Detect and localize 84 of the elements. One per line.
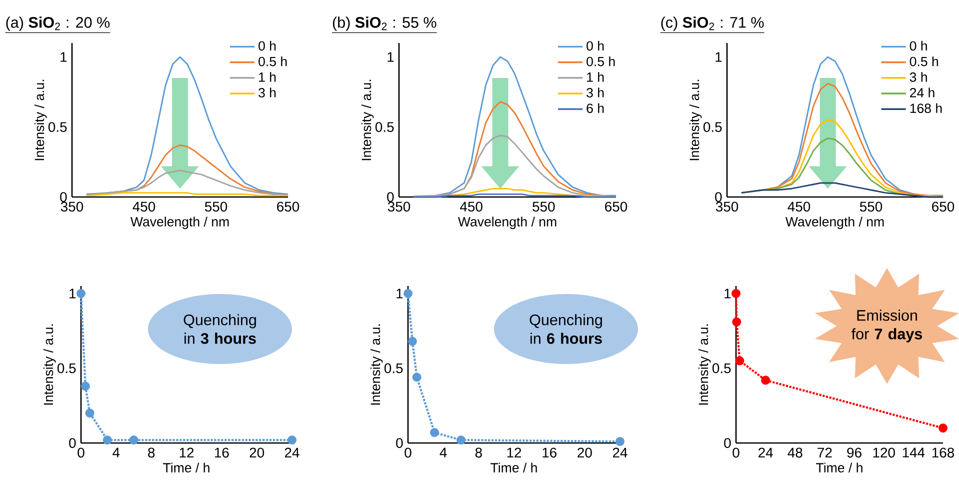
y-axis-title: Intensity / a.u. (43, 324, 56, 405)
y-tick-label: 0 (396, 438, 403, 448)
x-tick-label: 450 (788, 202, 810, 212)
x-tick-label: 168 (932, 448, 954, 458)
legend-label: 1 h (587, 72, 604, 82)
x-tick-label: 550 (532, 202, 555, 212)
annotation: Quenching in 6 hours (530, 314, 602, 344)
x-tick-label: 120 (873, 448, 895, 458)
legend-label: 3 h (910, 72, 927, 82)
x-tick-label: 450 (460, 202, 482, 212)
x-tick-label: 16 (542, 448, 556, 458)
legend-label: 0.5 h (258, 56, 287, 66)
x-tick-label: 24 (758, 448, 773, 458)
legend-label: 24 h (910, 88, 934, 98)
x-tick-label: 0 (732, 448, 740, 458)
y-tick-label: 0 (69, 438, 76, 448)
y-tick-label: 1 (724, 288, 731, 298)
x-tick-label: 550 (204, 202, 228, 212)
x-tick-label: 20 (578, 448, 592, 458)
x-tick-label: 24 (612, 448, 628, 458)
legend-label: 0.5 h (586, 56, 615, 66)
x-axis-title: Time / h (163, 462, 210, 472)
y-tick-label: 0.5 (712, 363, 731, 374)
x-tick-label: 350 (716, 202, 738, 212)
legend-label: 0 h (910, 40, 927, 51)
legend-label: 3 h (258, 88, 276, 98)
y-tick-label: 0.5 (375, 122, 394, 132)
y-axis-title: Intensity / a.u. (34, 80, 47, 160)
x-tick-label: 350 (60, 202, 84, 212)
x-axis-title: Time / h (490, 462, 537, 472)
legend-label: 3 h (586, 88, 604, 98)
x-tick-label: 650 (932, 202, 954, 212)
x-tick-label: 16 (214, 448, 229, 458)
chart-title: (c) SiO$_{2}$ : 71 % (661, 16, 764, 31)
y-tick-label: 1 (70, 288, 76, 298)
y-tick-label: 1 (388, 52, 394, 62)
x-tick-label: 550 (860, 202, 882, 212)
x-tick-label: 650 (605, 202, 628, 212)
x-axis-title: Time / h (816, 462, 862, 472)
y-tick-label: 1 (60, 52, 67, 62)
chart-title: (b) SiO$_{2}$ : 55 % (332, 16, 436, 31)
legend-label: 0 h (586, 40, 604, 51)
y-axis-title: Intensity / a.u. (698, 324, 711, 405)
y-tick-label: 0.5 (57, 363, 76, 374)
x-tick-label: 650 (277, 202, 300, 212)
x-tick-label: 12 (180, 448, 194, 458)
x-tick-label: 96 (847, 448, 862, 458)
x-tick-label: 24 (284, 448, 300, 458)
y-tick-label: 0.5 (48, 122, 67, 132)
legend-label: 0.5 h (910, 56, 938, 66)
x-tick-label: 48 (788, 448, 802, 458)
x-axis-title: Wavelength / nm (785, 216, 884, 230)
y-tick-label: 0 (387, 192, 394, 202)
y-axis-title: Intensity / a.u. (689, 80, 702, 160)
legend-label: 1 h (259, 72, 276, 82)
y-tick-label: 1 (716, 52, 722, 62)
x-axis-title: Wavelength / nm (458, 216, 556, 230)
x-tick-label: 4 (112, 448, 120, 458)
x-tick-label: 144 (902, 448, 925, 458)
x-tick-label: 0 (404, 448, 412, 458)
x-tick-label: 72 (818, 448, 832, 458)
x-tick-label: 20 (250, 448, 264, 458)
annotation: Quenching in 3 hours (184, 314, 256, 344)
legend-label: 168 h (910, 103, 942, 114)
x-tick-label: 12 (507, 448, 522, 458)
x-tick-label: 350 (388, 202, 410, 212)
x-tick-label: 8 (148, 448, 155, 458)
legend-label: 0 h (258, 40, 276, 51)
y-tick-label: 0 (724, 438, 731, 448)
x-tick-label: 4 (440, 448, 447, 458)
y-axis-title: Intensity / a.u. (370, 324, 383, 405)
x-axis-title: Wavelength / nm (130, 216, 229, 230)
y-tick-label: 0.5 (703, 122, 722, 132)
legend-label: 6 h (586, 103, 604, 114)
x-tick-label: 450 (132, 202, 156, 212)
y-tick-label: 1 (396, 288, 403, 298)
y-tick-label: 0 (60, 192, 67, 202)
y-tick-label: 0.5 (384, 363, 403, 374)
y-tick-label: 0 (715, 192, 722, 202)
x-tick-label: 8 (475, 448, 482, 458)
annotation: Emission for 7 days (852, 310, 922, 342)
y-axis-title: Intensity / a.u. (361, 80, 374, 160)
chart-title: (a) SiO$_{2}$ : 20 % (6, 16, 110, 31)
x-tick-label: 0 (78, 448, 84, 458)
